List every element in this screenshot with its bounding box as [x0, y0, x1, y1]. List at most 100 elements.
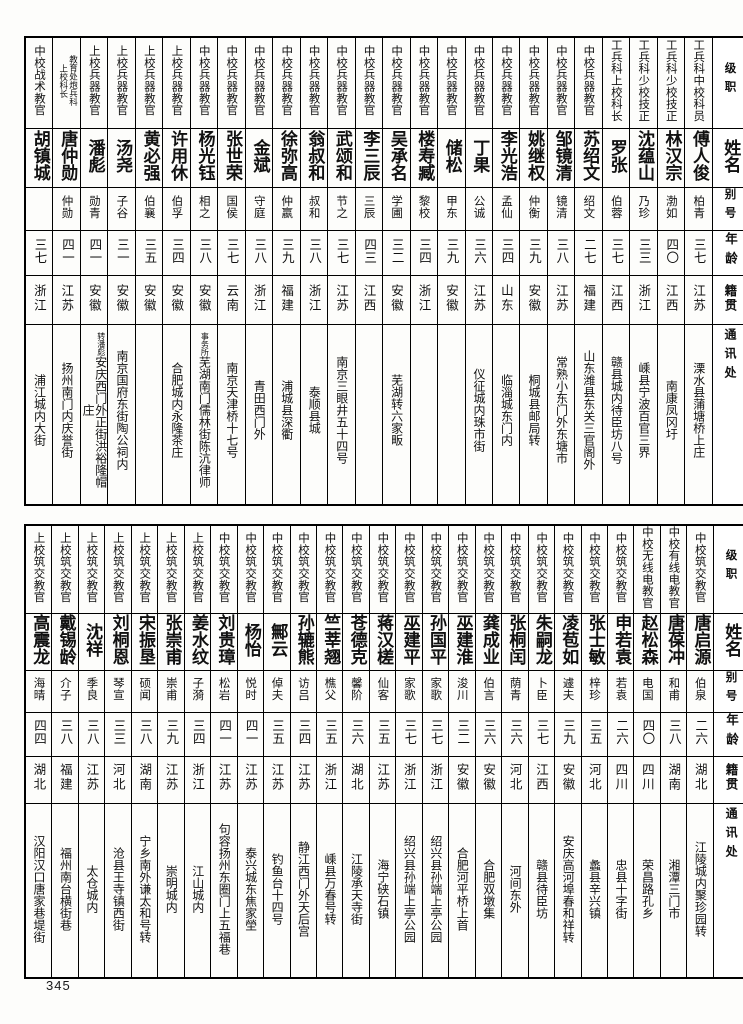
cell-addr: 河间东外: [501, 802, 529, 979]
native-text: 安徽: [443, 283, 459, 313]
cell-alias: 叔和: [299, 186, 329, 231]
native-text: 江苏: [243, 763, 259, 793]
alias-text: 节之: [335, 194, 350, 219]
name-text: 张世荣: [222, 130, 243, 182]
age-text: 三九: [164, 719, 180, 745]
address-text: 扬州南门内庆誉街: [60, 328, 74, 492]
name-text: 沈蕴山: [634, 130, 655, 182]
row-label-text: 通讯处: [723, 328, 738, 386]
roster-table-2: 上校筑交教官 上校筑交教官 上校筑交教官 上校筑交教官 上校筑交教官 上校筑交教官 上校筑交…: [24, 524, 743, 979]
native-text: 湖北: [692, 763, 708, 793]
address-main: 江陵承天寺街: [349, 852, 364, 925]
address-main: 临淄城东门内: [499, 374, 514, 447]
cell-native: 浙江: [409, 275, 439, 326]
cell-age: 三四: [183, 711, 212, 757]
cell-name: 孙国平: [421, 612, 450, 671]
cell-rank: 教育处炮兵科 上校科长: [52, 36, 81, 129]
cell-name: 潘彪: [79, 127, 109, 188]
cell-age: 三七: [601, 229, 631, 277]
cell-age: 三九: [437, 229, 466, 277]
cell-name: 张士敏: [580, 612, 608, 671]
rank-text: 上校筑交教官: [85, 531, 100, 603]
name-text: 朱嗣龙: [531, 614, 552, 666]
alias-text: 若袁: [614, 677, 629, 701]
address-text: 河间东外: [508, 807, 522, 971]
address-main: 泰兴城东焦家塋: [243, 846, 258, 931]
cell-native: 安徽: [554, 755, 582, 804]
address-main: 崇明城内: [164, 864, 179, 913]
cell-alias: 梓珍: [580, 669, 608, 713]
name-text: 唐仲勋: [57, 130, 78, 182]
cell-age: 二六: [606, 711, 635, 757]
cell-alias: 琴宣: [104, 669, 132, 713]
cell-age: 三五: [368, 711, 397, 757]
alias-text: 浚川: [455, 677, 470, 701]
name-text: 胡镇城: [29, 130, 50, 182]
cell-age: 三七: [395, 711, 423, 757]
rank-text: 中校兵器教官: [280, 45, 295, 117]
cell-rank: 中校兵器教官: [546, 36, 576, 129]
name-text: 吴承名: [386, 130, 407, 182]
cell-rank: 中校兵器教官: [574, 36, 603, 129]
name-text: 鄦云: [267, 622, 288, 657]
native-text: 河北: [586, 763, 602, 793]
age-text: 四一: [243, 719, 259, 745]
address-text: 安庆高河埠春和祥转: [561, 807, 575, 971]
alias-text: 乃珍: [637, 194, 652, 219]
address-text: 临淄城东门内: [499, 328, 514, 492]
rank-text: 中校兵器教官: [445, 45, 460, 117]
native-text: 福建: [279, 283, 295, 313]
cell-name: 储松: [437, 127, 466, 188]
cell-name: 巫建淮: [448, 612, 476, 671]
cell-native: 浙江: [315, 755, 344, 804]
age-text: 三六: [471, 238, 487, 264]
cell-name: 申若袁: [606, 612, 635, 671]
name-text: 姜水纹: [187, 614, 208, 666]
cell-rank: 中校兵器教官: [409, 36, 439, 129]
address-text: 合肥城内永隆茶庄: [170, 328, 184, 492]
cell-native: 江苏: [236, 755, 265, 804]
name-text: 姚继权: [524, 130, 545, 182]
cell-rank: 上校筑交教官: [130, 524, 159, 614]
native-text: 河北: [110, 763, 126, 793]
age-text: 三二: [455, 719, 471, 745]
native-text: 江西: [663, 283, 679, 313]
name-text: 金斌: [249, 138, 270, 173]
cell-name: 凌苞如: [554, 612, 582, 671]
cell-alias: 柏青: [684, 186, 713, 231]
age-text: 四〇: [640, 719, 656, 745]
cell-addr: 常熟小东门外东塘市: [546, 324, 576, 506]
cell-age: 三四: [289, 711, 317, 757]
alias-text: 黎校: [417, 194, 432, 219]
cell-alias: 伯蓉: [601, 186, 631, 231]
address-text: 仪征城内珠市街: [472, 328, 486, 492]
alias-text: 叔和: [307, 194, 322, 219]
address-text: 崇明城内: [164, 807, 179, 971]
name-text: 苍德克: [346, 614, 367, 666]
cell-name: 楼寿臧: [409, 127, 439, 188]
native-text: 河北: [507, 763, 523, 793]
name-text: 竺莘翘: [320, 614, 341, 666]
native-text: 安徽: [169, 283, 185, 313]
cell-native: 安徽: [382, 275, 411, 326]
cell-age: 二七: [574, 229, 603, 277]
cell-addr: 绍兴县孙端上亭公园: [421, 802, 450, 979]
cell-age: 三四: [162, 229, 191, 277]
address-text: 湘潭三门市: [667, 807, 681, 971]
age-text: 三九: [526, 238, 542, 264]
alias-text: 琴宣: [111, 677, 126, 701]
cell-age: 四一: [236, 711, 265, 757]
address-main: 赣县待臣坊: [534, 858, 549, 919]
rank-text: 工兵科少校技正: [637, 39, 652, 123]
row-label-text: 籍贯: [722, 283, 738, 313]
native-text: 江苏: [471, 283, 487, 313]
name-text: 罗张: [606, 138, 627, 173]
cell-addr: 海宁硖石镇: [368, 802, 397, 979]
cell-native: 浙江: [299, 275, 329, 326]
rank-text: 中校兵器教官: [362, 45, 377, 117]
cell-native: 江西: [656, 275, 686, 326]
rank-text: 中校兵器教官: [307, 45, 322, 117]
cell-addr: 安庆高河埠春和祥转: [554, 802, 582, 979]
address-main: 绍兴县孙端上亭公园: [428, 834, 443, 943]
cell-native: 湖北: [24, 755, 53, 804]
